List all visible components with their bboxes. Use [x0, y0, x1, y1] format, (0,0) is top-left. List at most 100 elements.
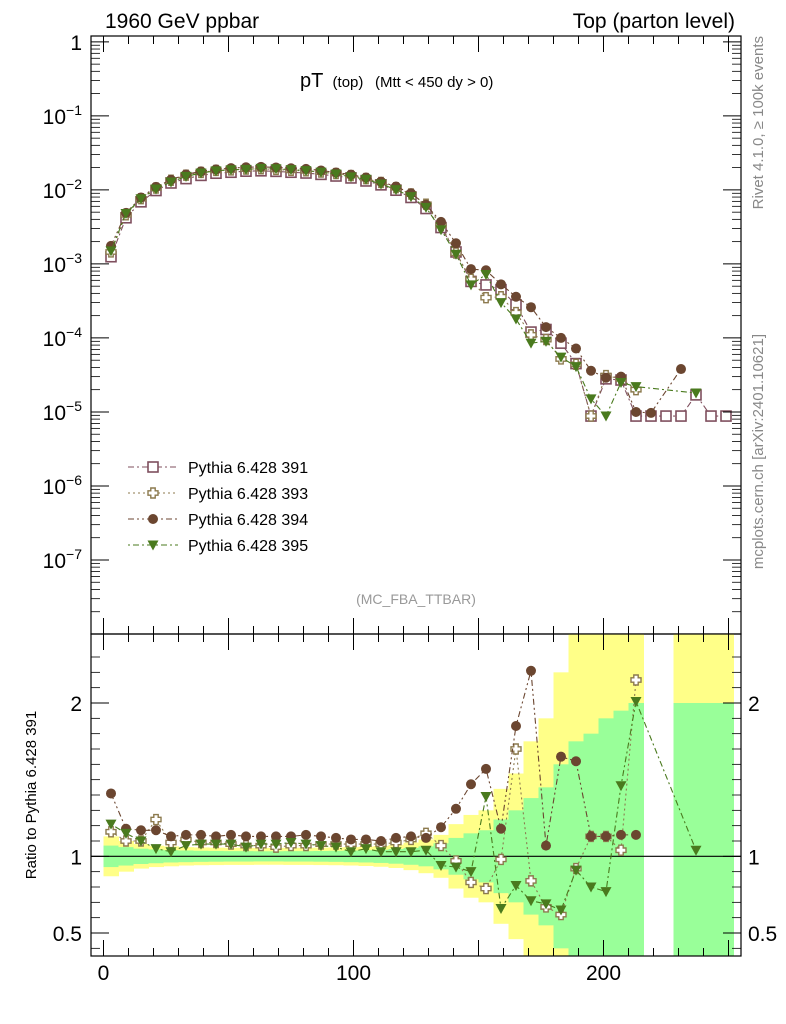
ratio-point — [615, 781, 627, 792]
legend-marker — [147, 540, 159, 551]
ratio-band-green — [583, 733, 599, 956]
ratio-point — [450, 862, 462, 873]
ratio-x-tick-label: 200 — [586, 962, 621, 985]
plot-title-sub: (top) — [333, 74, 364, 91]
main-point — [660, 410, 672, 422]
ratio-point — [465, 867, 477, 878]
main-point — [631, 406, 641, 417]
ratio-point — [600, 887, 612, 898]
ratio-point — [496, 823, 506, 834]
ratio-y-tick-label-left: 0.5 — [53, 923, 82, 946]
ratio-point — [435, 839, 447, 852]
ratio-point — [165, 847, 177, 858]
main-y-tick-label: 10−7 — [43, 546, 83, 573]
main-point — [555, 352, 567, 363]
main-y-tick-base: 10 — [43, 328, 66, 351]
main-y-tick-exp: −7 — [66, 546, 82, 562]
ratio-point — [525, 875, 537, 887]
ratio-point — [300, 839, 312, 850]
legend-entry: Pythia 6.428 394 — [128, 512, 308, 529]
ratio-point — [630, 696, 642, 707]
legend-label: Pythia 6.428 393 — [188, 486, 308, 503]
ratio-point — [331, 832, 341, 843]
plot-title: pT (top) (Mtt < 450 dy > 0) — [300, 70, 493, 92]
main-y-tick-base: 10 — [43, 106, 66, 129]
main-point — [720, 410, 732, 422]
main-point — [451, 238, 461, 249]
ratio-point — [271, 831, 281, 842]
ratio-point — [226, 829, 236, 840]
main-y-tick-base: 10 — [43, 476, 66, 499]
main-point — [465, 280, 477, 291]
main-point — [525, 338, 537, 349]
main-point — [345, 172, 357, 183]
ratio-y-tick-label-left: 2 — [70, 693, 82, 716]
main-y-tick-base: 10 — [43, 180, 66, 203]
main-point — [420, 202, 432, 213]
main-point — [435, 225, 447, 236]
ratio-y-label: Ratio to Pythia 6.428 391 — [23, 711, 40, 879]
ratio-x-axis: 0 100 200 — [98, 634, 729, 985]
ratio-point — [210, 839, 222, 850]
legend-label: Pythia 6.428 395 — [188, 538, 308, 555]
ratio-point — [120, 828, 132, 839]
side-label-rivet: Rivet 4.1.0, ≥ 100k events — [750, 36, 767, 209]
ratio-point — [150, 844, 162, 855]
ratio-point — [105, 826, 117, 838]
ratio-point — [481, 763, 491, 774]
main-point — [586, 365, 596, 376]
main-y-tick-exp: −4 — [66, 324, 82, 340]
ratio-point — [480, 792, 492, 803]
analysis-watermark: (MC_FBA_TTBAR) — [356, 591, 476, 607]
main-point — [135, 194, 147, 205]
main-y-tick-label: 1 — [70, 32, 82, 55]
main-point — [180, 171, 192, 182]
ratio-point — [225, 839, 237, 850]
ratio-point — [136, 825, 146, 836]
main-point — [676, 364, 686, 375]
main-point — [450, 249, 462, 260]
main-point — [270, 164, 282, 175]
ratio-point — [585, 882, 597, 893]
legend-label: Pythia 6.428 391 — [188, 460, 308, 477]
main-y-tick-base: 1 — [70, 32, 82, 55]
legend-marker — [148, 514, 158, 524]
ratio-point — [360, 844, 372, 855]
main-point — [255, 163, 267, 174]
ratio-y-tick-label-right: 2 — [748, 693, 760, 716]
ratio-point — [526, 665, 536, 676]
ratio-series-2 — [106, 665, 641, 851]
ratio-point — [571, 756, 581, 767]
ratio-point — [541, 840, 551, 851]
ratio-point — [105, 819, 117, 830]
ratio-point — [616, 829, 626, 840]
ratio-plot-area — [91, 634, 741, 956]
ratio-point — [315, 841, 327, 852]
ratio-point — [120, 835, 132, 847]
ratio-point — [510, 880, 522, 891]
ratio-point — [540, 899, 552, 910]
ratio-point — [420, 845, 432, 856]
ratio-x-tick-label: 0 — [98, 962, 110, 985]
ratio-point — [345, 847, 357, 858]
ratio-point — [615, 844, 627, 856]
ratio-point — [391, 832, 401, 843]
ratio-y-tick-label-right: 1 — [748, 846, 760, 869]
ratio-point — [241, 831, 251, 842]
main-point — [480, 279, 492, 291]
ratio-point — [361, 834, 371, 845]
main-y-tick-label: 10−6 — [43, 472, 83, 499]
main-point — [330, 169, 342, 180]
ratio-y-tick-label-left: 1 — [70, 846, 82, 869]
ratio-point — [346, 834, 356, 845]
main-point — [601, 372, 611, 383]
ratio-point — [451, 803, 461, 814]
main-point — [285, 165, 297, 176]
ratio-point — [495, 853, 507, 866]
ratio-band-green — [673, 703, 689, 956]
ratio-band-green — [718, 703, 734, 956]
main-point — [585, 410, 597, 422]
legend-entry: Pythia 6.428 395 — [128, 538, 308, 555]
main-point — [511, 291, 521, 302]
